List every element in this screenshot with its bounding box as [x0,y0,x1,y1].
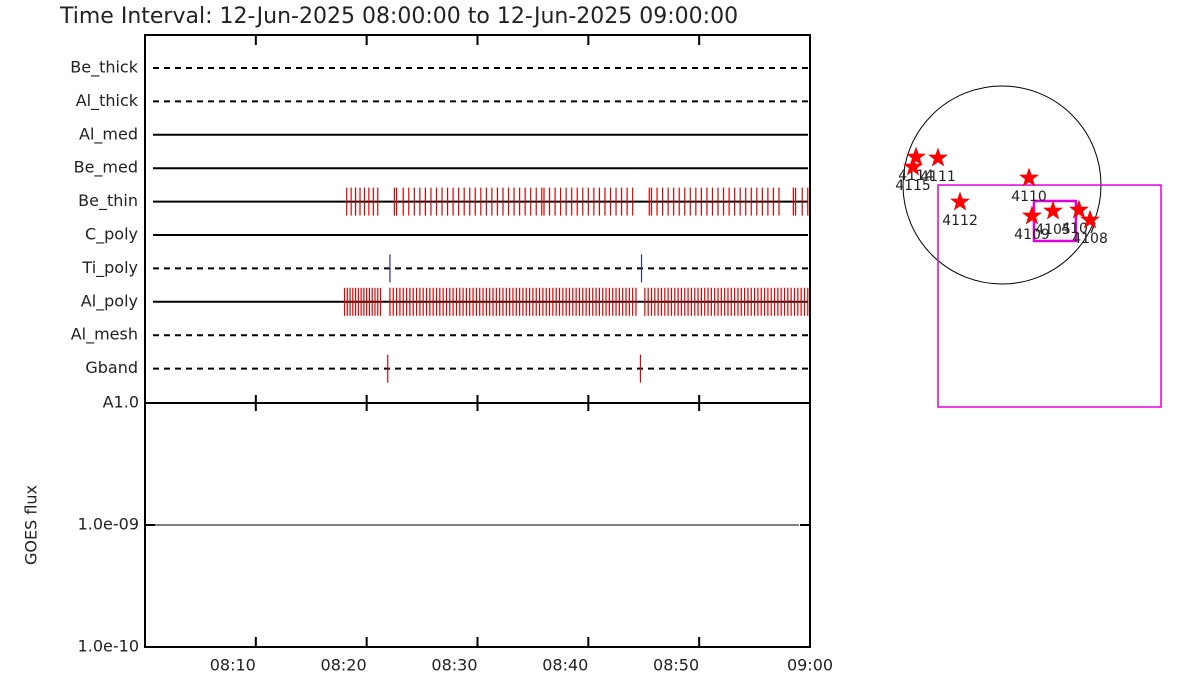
y-axis-label: GOES flux [22,485,41,565]
filter-label: Be_med [74,158,138,178]
x-tick-label: 09:00 [787,656,833,675]
region-label: 4109 [1014,227,1050,243]
y-tick-label: A1.0 [103,393,139,412]
x-tick-label: 08:50 [653,656,699,675]
region-label: 4112 [942,213,978,229]
region-star [1080,209,1100,229]
region-star [1069,199,1089,219]
x-tick-label: 08:40 [542,656,588,675]
x-tick-label: 08:30 [431,656,477,675]
region-star [1019,167,1039,187]
filter-label: C_poly [85,225,138,245]
region-star [1043,200,1063,220]
region-label: 4115 [895,178,931,194]
region-label: 4110 [1011,189,1047,205]
region-label: 4111 [920,169,956,185]
filter-label: Al_poly [81,291,138,311]
y-tick-label: 1.0e-09 [78,515,139,534]
region-star [928,147,948,167]
filter-label: Ti_poly [81,258,138,278]
filter-label: Al_med [79,124,138,144]
x-tick-label: 08:10 [210,656,256,675]
y-tick-label: 1.0e-10 [78,637,139,656]
region-star [1022,205,1042,225]
filter-label: Be_thick [70,58,138,78]
filter-label: Be_thin [78,191,138,211]
region-label: 4105 [1035,222,1071,238]
x-tick-label: 08:20 [321,656,367,675]
region-label: 4114 [898,168,934,184]
filter-label: Al_thick [76,91,139,111]
chart-title: Time Interval: 12-Jun-2025 08:00:00 to 1… [59,4,738,29]
fov-box [937,184,1162,408]
filter-label: Al_mesh [71,325,138,345]
plot-frame [144,34,811,648]
region-star [906,146,926,166]
region-star [903,156,923,176]
region-star [950,191,970,211]
filter-label: Gband [85,358,138,377]
region-label: 4108 [1072,231,1108,247]
